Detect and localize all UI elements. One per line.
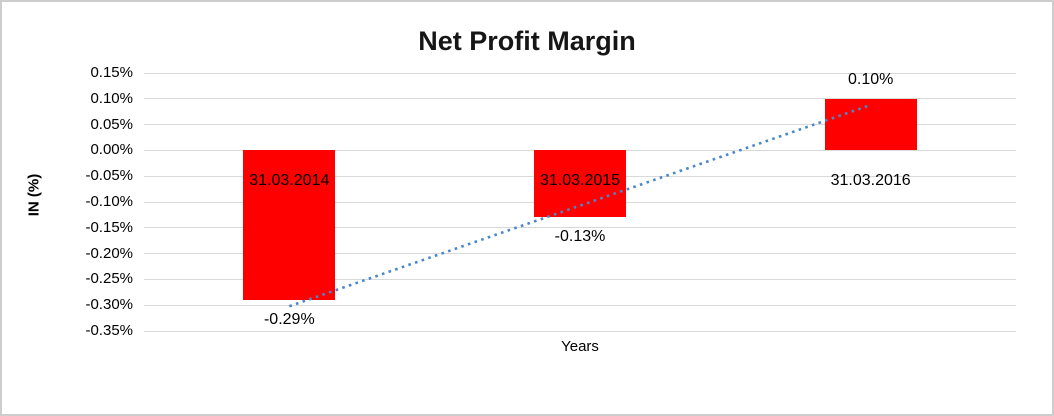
gridline [144,330,1016,332]
bar-31.03.2016[interactable] [824,98,917,151]
category-label: 31.03.2015 [539,172,621,189]
y-axis-tick-label: -0.15% [85,218,133,236]
bar-31.03.2015[interactable] [534,150,626,218]
gridline [144,72,1016,74]
trendline[interactable] [288,103,872,308]
data-label: 0.10% [847,70,894,88]
y-axis-tick-label: -0.30% [85,296,133,314]
category-label: 31.03.2016 [830,172,911,189]
x-axis-title: Years [561,338,599,355]
y-axis-tick-label: -0.20% [85,244,133,262]
gridline [144,98,1016,100]
y-axis-tick-label: 0.10% [90,89,133,107]
chart-title: Net Profit Margin [418,26,636,56]
y-axis-tick-label: -0.10% [85,193,133,210]
category-label: 31.03.2014 [249,172,330,189]
gridline [144,227,1016,229]
gridline [144,124,1016,126]
y-axis-tick-label: -0.25% [85,270,133,288]
y-axis-tick-label: 0.05% [90,115,133,133]
bar-31.03.2014[interactable] [243,150,336,301]
y-axis-tick-label: 0.00% [90,141,133,159]
y-axis-tick-label: -0.05% [85,167,133,185]
gridline [144,278,1016,280]
gridline [144,304,1016,306]
data-label: -0.29% [263,311,315,329]
y-axis-tick-label: -0.35% [85,322,133,339]
data-label: -0.13% [554,228,606,246]
y-axis-tick-label: 0.15% [90,64,133,81]
gridline [144,253,1016,255]
